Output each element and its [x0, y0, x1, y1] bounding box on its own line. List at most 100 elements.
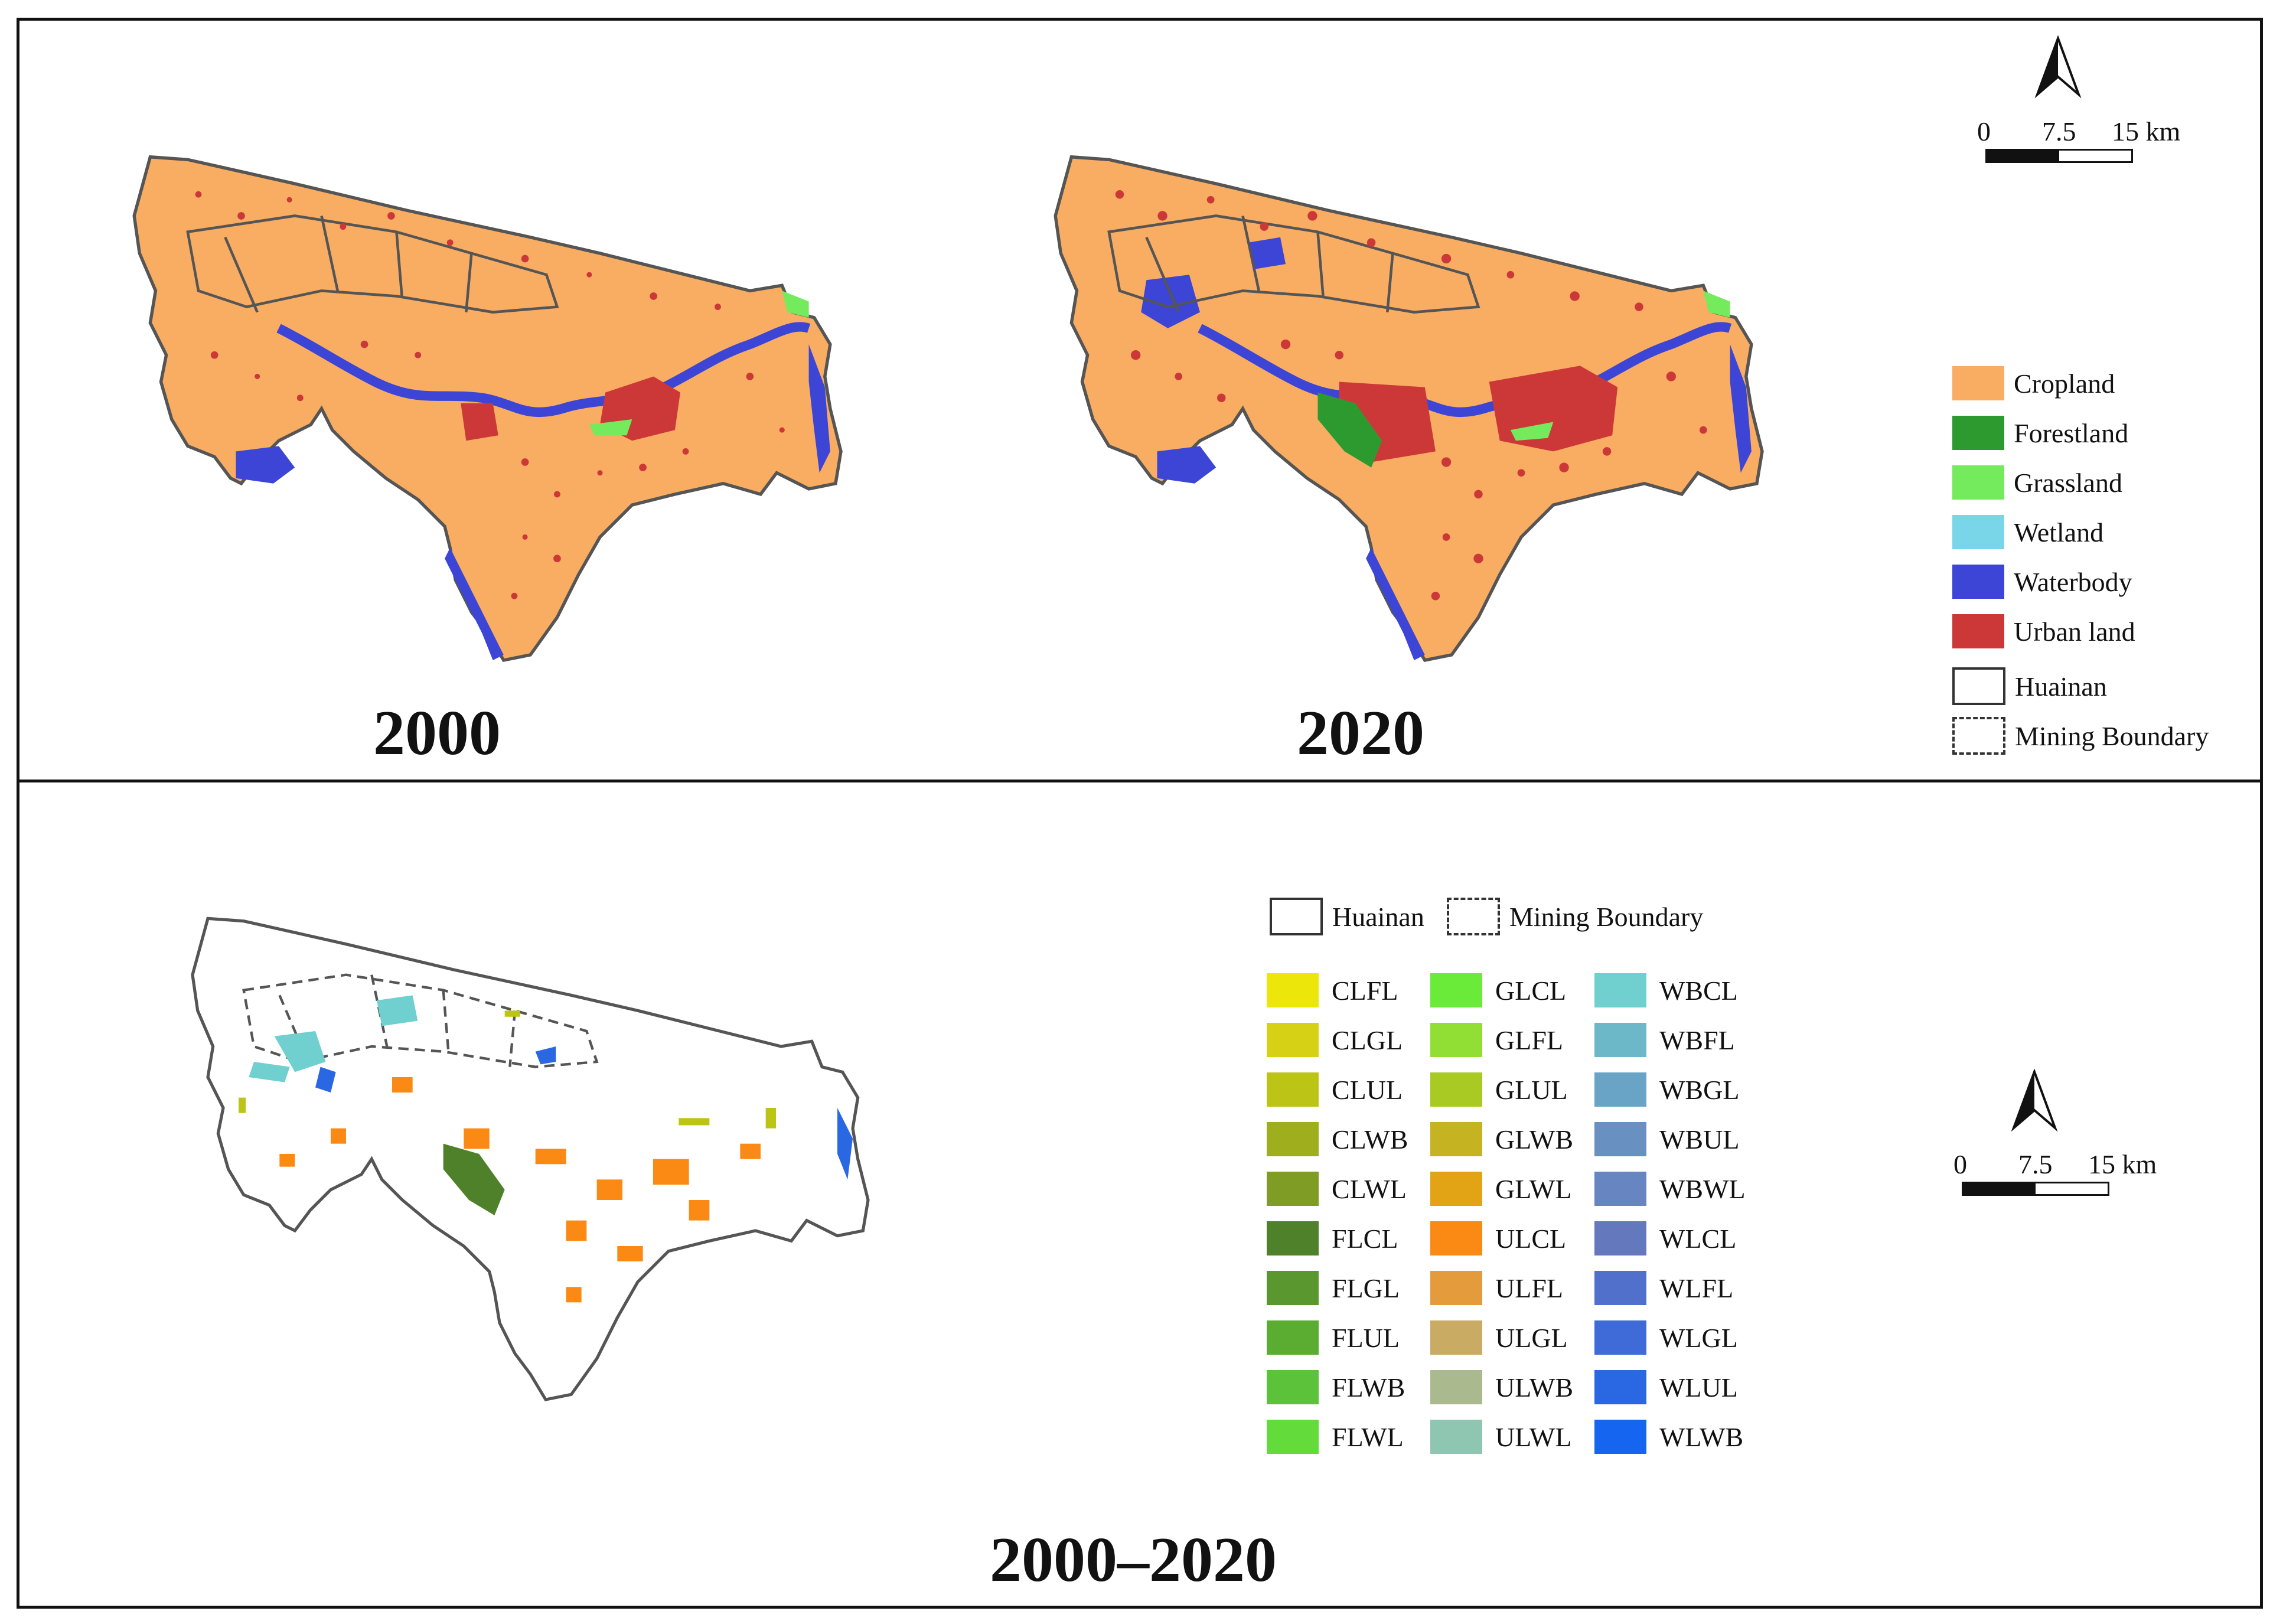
- grassland-2020: [1510, 422, 1554, 441]
- change-swatch: [1430, 1320, 1482, 1355]
- change-legend-item: ULFL: [1430, 1271, 1563, 1305]
- change-swatch: [1594, 1320, 1646, 1355]
- change-label: GLCL: [1495, 975, 1567, 1006]
- legend-forestland-label: Forestland: [2014, 418, 2129, 448]
- change-swatch: [1430, 1072, 1482, 1107]
- waterbody-east-2000: [808, 344, 830, 473]
- change-legend-item: WLWB: [1594, 1420, 1743, 1454]
- legend-cropland-swatch: [1952, 366, 2004, 400]
- legend-forestland: Forestland: [1952, 416, 2128, 450]
- change-legend-item: CLFL: [1267, 973, 1398, 1007]
- change-label: ULWL: [1495, 1421, 1572, 1452]
- change-label: WLWB: [1659, 1421, 1744, 1452]
- river-2000: [276, 322, 811, 418]
- change-legend-item: FLWL: [1267, 1420, 1404, 1454]
- legend-grassland-swatch: [1952, 465, 2004, 500]
- waterbody-mining2-2020: [1248, 237, 1286, 270]
- change-swatch: [1267, 1023, 1319, 1057]
- year-label-2000: 2000: [373, 698, 501, 768]
- legend-cropland: Cropland: [1952, 366, 2115, 400]
- waterbody-southwest-2020: [1157, 446, 1216, 484]
- change-label: WLCL: [1659, 1223, 1737, 1254]
- change-label: WBFL: [1659, 1025, 1735, 1055]
- legend-waterbody-swatch: [1952, 565, 2004, 599]
- year-label-change: 2000–2020: [990, 1525, 1277, 1595]
- change-swatch: [1267, 1172, 1319, 1206]
- scale-tick-15km-bottom: 15 km: [2088, 1149, 2157, 1179]
- legend-mining-boundary-label: Mining Boundary: [2015, 720, 2209, 751]
- change-swatch: [1267, 1122, 1319, 1156]
- change-forest-strip: [443, 1143, 505, 1215]
- change-legend-item: FLCL: [1267, 1221, 1398, 1255]
- change-swatch: [1267, 1370, 1319, 1404]
- change-legend-huainan-label: Huainan: [1332, 901, 1424, 932]
- change-legend-item: WBGL: [1594, 1072, 1739, 1107]
- change-label: ULFL: [1495, 1273, 1563, 1303]
- huainan-outline-change: [191, 917, 870, 1401]
- change-label: ULGL: [1495, 1322, 1568, 1353]
- change-label: CLWL: [1332, 1173, 1407, 1204]
- grassland-ne-2020: [1703, 291, 1730, 318]
- change-swatch: [1594, 1122, 1646, 1156]
- scale-tick-7-5: 7.5: [2042, 116, 2076, 146]
- north-arrow-icon-bottom: [2011, 1069, 2058, 1132]
- urban-speckle-2000: [195, 191, 785, 599]
- change-legend-item: FLWB: [1267, 1370, 1405, 1404]
- change-swatch: [1267, 1420, 1319, 1454]
- legend-urban-land: Urban land: [1952, 614, 2135, 648]
- change-swatch: [1430, 1221, 1482, 1255]
- change-label: WLUL: [1659, 1372, 1738, 1403]
- legend-grassland-label: Grassland: [2014, 467, 2122, 498]
- change-urban-patches: [279, 1077, 761, 1303]
- change-swatch: [1594, 1221, 1646, 1255]
- legend-urban-land-label: Urban land: [2014, 616, 2135, 647]
- mining-boundary-2000: [186, 214, 559, 314]
- change-legend-mining-label: Mining Boundary: [1509, 901, 1704, 932]
- scale-bar-top: 0 7.5 15 km: [1972, 116, 2197, 163]
- waterbody-southeast-2020: [1366, 547, 1425, 660]
- change-swatch: [1594, 1420, 1646, 1454]
- change-label: WLFL: [1659, 1273, 1734, 1303]
- map-2020: [1054, 155, 1764, 663]
- change-swatch: [1430, 1271, 1482, 1305]
- legend-wetland-label: Wetland: [2014, 517, 2104, 547]
- north-arrow-icon: [2034, 35, 2082, 99]
- legend-waterbody: Waterbody: [1952, 565, 2132, 599]
- change-legend-item: WLFL: [1594, 1271, 1733, 1305]
- change-label: WBGL: [1659, 1074, 1740, 1105]
- change-legend-mining: Mining Boundary: [1447, 898, 1703, 935]
- change-swatch: [1267, 1271, 1319, 1305]
- change-label: FLUL: [1332, 1322, 1400, 1353]
- panel-divider: [17, 780, 2263, 782]
- legend-wetland: Wetland: [1952, 515, 2103, 549]
- grassland-2000: [589, 419, 632, 436]
- mining-boundary-2020: [1107, 214, 1480, 314]
- scale-tick-0: 0: [1977, 116, 1991, 146]
- urban-west-2000: [461, 403, 498, 441]
- change-legend-item: GLUL: [1430, 1072, 1568, 1107]
- change-legend-item: CLWB: [1267, 1122, 1408, 1156]
- change-legend-item: FLGL: [1267, 1271, 1400, 1305]
- change-legend-item: GLWL: [1430, 1172, 1571, 1206]
- map-2000: [132, 155, 843, 663]
- change-label: WBUL: [1659, 1124, 1740, 1155]
- legend-cropland-label: Cropland: [2014, 368, 2115, 399]
- change-label: ULWB: [1495, 1372, 1574, 1403]
- change-swatch: [1594, 1172, 1646, 1206]
- change-legend-item: WLGL: [1594, 1320, 1738, 1355]
- change-label: GLWL: [1495, 1173, 1572, 1204]
- year-label-2020: 2020: [1297, 698, 1424, 768]
- change-label: GLFL: [1495, 1025, 1563, 1055]
- change-swatch: [1430, 1370, 1482, 1404]
- change-swatch: [1267, 1320, 1319, 1355]
- change-legend-item: GLCL: [1430, 973, 1566, 1007]
- waterbody-east-2020: [1730, 344, 1752, 473]
- change-label: FLGL: [1332, 1273, 1400, 1303]
- scale-tick-15km: 15 km: [2112, 116, 2181, 146]
- legend-huainan-swatch: [1952, 667, 2005, 705]
- change-swatch: [1594, 1370, 1646, 1404]
- change-swatch: [1430, 1023, 1482, 1057]
- legend-wetland-swatch: [1952, 515, 2004, 549]
- change-label: FLWL: [1332, 1421, 1404, 1452]
- forest-2020: [1317, 392, 1382, 468]
